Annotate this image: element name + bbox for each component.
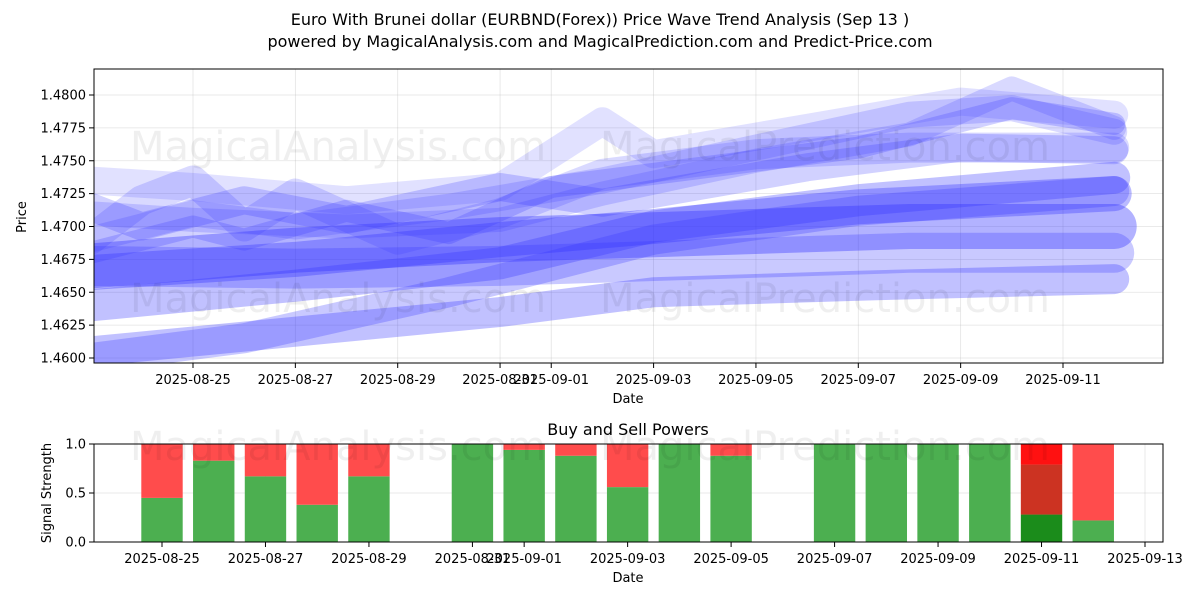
- price-x-axis-label: Date: [612, 392, 643, 407]
- buy-bar: [813, 444, 856, 542]
- sell-bar: [141, 444, 183, 498]
- x-tick-label: 2025-09-11: [1004, 552, 1080, 567]
- wave-band: [94, 176, 1130, 363]
- wave-band: [94, 161, 1131, 322]
- sell-bar: [1020, 444, 1063, 465]
- y-tick-label: 1.0: [65, 438, 86, 453]
- buy-bar: [710, 455, 752, 542]
- x-tick-label: 2025-09-11: [1025, 373, 1101, 388]
- x-tick-label: 2025-09-03: [590, 552, 666, 567]
- wave-band: [94, 176, 1132, 290]
- watermark-text: MagicalPrediction.com: [600, 276, 1050, 322]
- wave-band: [94, 76, 1127, 239]
- y-tick-label: 1.4625: [41, 319, 87, 334]
- power-x-axis-label: Date: [612, 571, 643, 586]
- wave-band: [94, 97, 1126, 264]
- sell-bar: [244, 444, 287, 477]
- y-tick-label: 1.4775: [41, 121, 87, 136]
- price-grid: [94, 69, 1163, 363]
- buy-bar: [969, 444, 1011, 542]
- buy-bar: [658, 444, 701, 542]
- power-chart-title: Buy and Sell Powers: [547, 420, 709, 439]
- sell-bar: [710, 444, 752, 456]
- sell-bar: [1072, 444, 1114, 521]
- buy-bar: [555, 455, 597, 542]
- price-waves: [94, 76, 1137, 363]
- watermark-text: MagicalAnalysis.com: [130, 124, 546, 170]
- sell-bar: [555, 444, 597, 456]
- wave-band: [94, 232, 1135, 289]
- buy-bar: [917, 444, 959, 542]
- sell-bar: [348, 444, 390, 477]
- x-tick-label: 2025-09-03: [616, 373, 692, 388]
- buy-bar: [1072, 520, 1114, 542]
- buy-bar: [193, 460, 235, 542]
- x-tick-label: 2025-09-09: [923, 373, 999, 388]
- power-axes: 2025-08-25 2025-08-27 2025-08-29 2025-08-31…: [65, 438, 1182, 568]
- wave-band: [94, 133, 1129, 241]
- watermark-text: MagicalPrediction.com: [600, 124, 1050, 170]
- x-tick-label: 2025-08-25: [155, 373, 231, 388]
- price-axes: 2025-08-25 2025-08-27 2025-08-29 2025-08-31…: [41, 89, 1101, 389]
- power-y-axis-label: Signal Strength: [40, 443, 55, 543]
- y-tick-label: 1.4700: [41, 220, 87, 235]
- x-tick-label: 2025-08-27: [258, 373, 334, 388]
- y-tick-label: 1.4600: [41, 352, 87, 367]
- buy-bar: [244, 476, 287, 542]
- watermarks: MagicalAnalysis.com MagicalPrediction.com…: [130, 124, 1050, 470]
- buy-bar: [503, 449, 545, 542]
- y-tick-label: 1.4650: [41, 286, 87, 301]
- y-tick-label: 0.0: [65, 536, 86, 551]
- watermark-text: MagicalPrediction.com: [600, 424, 1050, 470]
- x-tick-label: 2025-08-27: [228, 552, 304, 567]
- x-tick-label: 2025-09-05: [718, 373, 794, 388]
- x-tick-label: 2025-09-07: [797, 552, 873, 567]
- wave-band: [94, 264, 1130, 363]
- y-tick-label: 0.5: [65, 487, 86, 502]
- x-tick-label: 2025-08-25: [124, 552, 200, 567]
- y-tick-label: 1.4800: [41, 89, 87, 104]
- x-tick-label: 2025-09-07: [821, 373, 897, 388]
- chart-title-line1: Euro With Brunei dollar (EURBND(Forex)) …: [290, 10, 910, 29]
- y-tick-label: 1.4675: [41, 253, 87, 268]
- sell-bar: [606, 444, 649, 488]
- chart-title: Euro With Brunei dollar (EURBND(Forex)) …: [0, 9, 1200, 53]
- buy-bar: [296, 504, 338, 542]
- sell-bar: [1020, 464, 1063, 515]
- sell-bar: [503, 444, 545, 450]
- y-tick-label: 1.4725: [41, 187, 87, 202]
- x-tick-label: 2025-09-13: [1107, 552, 1183, 567]
- watermark-text: MagicalAnalysis.com: [130, 424, 546, 470]
- buy-bar: [348, 476, 390, 542]
- x-tick-label: 2025-08-29: [360, 373, 436, 388]
- x-tick-label: 2025-09-09: [900, 552, 976, 567]
- buy-bar: [451, 444, 494, 542]
- buy-bar: [865, 444, 908, 542]
- wave-band: [94, 204, 1137, 289]
- sell-bar: [193, 444, 235, 461]
- x-tick-label: 2025-08-31: [435, 552, 511, 567]
- sell-bar: [296, 444, 338, 505]
- watermark-text: MagicalAnalysis.com: [130, 276, 546, 322]
- x-tick-label: 2025-09-01: [486, 552, 562, 567]
- x-tick-label: 2025-09-01: [513, 373, 589, 388]
- x-tick-label: 2025-08-29: [331, 552, 407, 567]
- wave-band: [94, 132, 1130, 255]
- buy-bar: [606, 487, 649, 542]
- price-plot-frame: [93, 68, 1164, 364]
- wave-band: [94, 95, 1128, 253]
- buy-bar: [141, 497, 183, 542]
- x-tick-label: 2025-08-31: [462, 373, 538, 388]
- chart-title-line2: powered by MagicalAnalysis.com and Magic…: [267, 32, 933, 51]
- x-tick-label: 2025-09-05: [693, 552, 769, 567]
- wave-band: [94, 87, 1129, 215]
- y-tick-label: 1.4750: [41, 154, 87, 169]
- power-bars: [141, 444, 1114, 542]
- buy-bar: [1020, 514, 1063, 542]
- price-y-axis-label: Price: [15, 201, 30, 233]
